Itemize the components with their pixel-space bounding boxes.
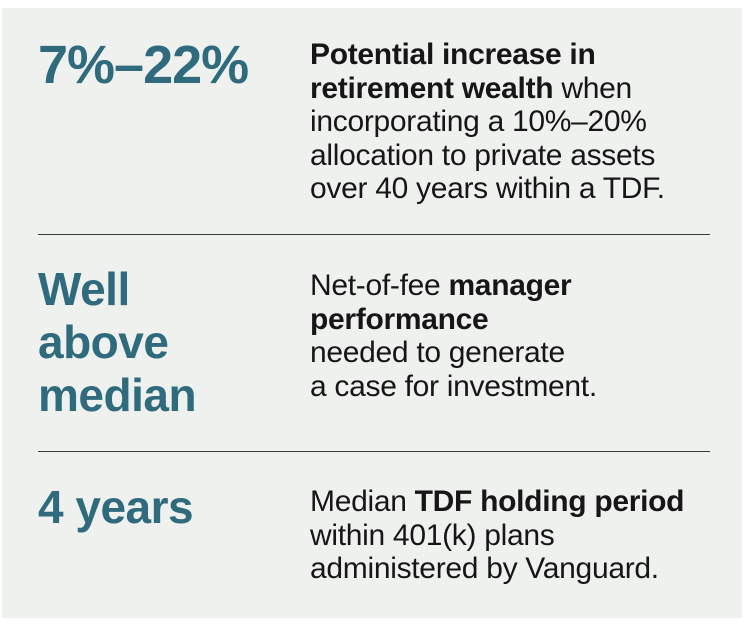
stat-description-line: over 40 years within a TDF. [310,172,665,205]
stat-description: Net-of-fee manager performance needed to g… [310,235,710,451]
stat-row: 4 years Median TDF holding period within 4… [2,452,742,617]
stat-description-line: Potential increase in [310,38,596,71]
stat-value: Well above median [38,235,310,451]
stats-highlight-panel: 7%–22% Potential increase in retirement we… [2,8,742,618]
stat-description-line: needed to generate [310,336,565,369]
row-divider [38,234,710,235]
stat-description-line: retirement wealth when [310,71,632,105]
stat-description-line: allocation to private assets [310,138,656,172]
stat-description-line: administered by Vanguard. [310,552,659,585]
stat-description-line: a case for investment. [310,369,597,403]
stat-row: Well above median Net-of-fee manager perform… [2,235,742,451]
stat-description-line: Median TDF holding period [310,485,685,518]
stat-value-line: Well [38,263,130,315]
stat-value: 4 years [38,452,310,617]
stat-value: 7%–22% [38,8,310,234]
stat-description: Potential increase in retirement wealth w… [310,8,710,234]
stat-description-line: within 401(k) plans [310,518,555,552]
stat-value-line: 7%–22% [38,35,249,95]
row-divider [38,451,710,452]
stat-description: Median TDF holding period within 401(k) p… [310,452,710,617]
stat-value-line: median [38,369,197,421]
stat-value-line: above [38,316,169,368]
stat-description-line: performance [310,302,489,336]
stat-description-line: Net-of-fee manager [310,269,572,302]
stat-row: 7%–22% Potential increase in retirement we… [2,8,742,234]
stat-value-line: 4 years [38,481,194,533]
stat-description-line: incorporating a 10%–20% [310,105,647,138]
